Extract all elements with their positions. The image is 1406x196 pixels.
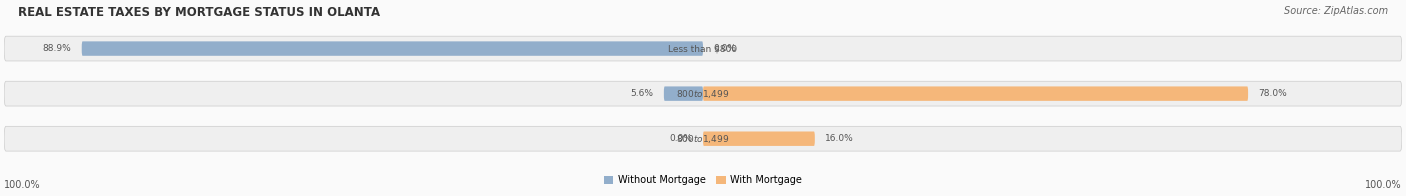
Legend: Without Mortgage, With Mortgage: Without Mortgage, With Mortgage [600,172,806,189]
FancyBboxPatch shape [703,132,815,146]
FancyBboxPatch shape [4,36,1402,61]
Text: 0.0%: 0.0% [669,134,693,143]
Text: $800 to $1,499: $800 to $1,499 [676,133,730,145]
FancyBboxPatch shape [4,81,1402,106]
Text: REAL ESTATE TAXES BY MORTGAGE STATUS IN OLANTA: REAL ESTATE TAXES BY MORTGAGE STATUS IN … [18,6,380,19]
Text: 5.6%: 5.6% [630,89,654,98]
FancyBboxPatch shape [703,86,1249,101]
Text: Source: ZipAtlas.com: Source: ZipAtlas.com [1284,6,1388,16]
Text: 100.0%: 100.0% [1365,180,1402,190]
Text: 16.0%: 16.0% [825,134,853,143]
Text: 0.0%: 0.0% [713,44,737,53]
Text: 78.0%: 78.0% [1258,89,1288,98]
FancyBboxPatch shape [82,41,703,56]
Text: 100.0%: 100.0% [4,180,41,190]
Text: 88.9%: 88.9% [42,44,72,53]
Text: Less than $800: Less than $800 [668,44,738,53]
FancyBboxPatch shape [4,126,1402,151]
Text: $800 to $1,499: $800 to $1,499 [676,88,730,100]
FancyBboxPatch shape [664,86,703,101]
